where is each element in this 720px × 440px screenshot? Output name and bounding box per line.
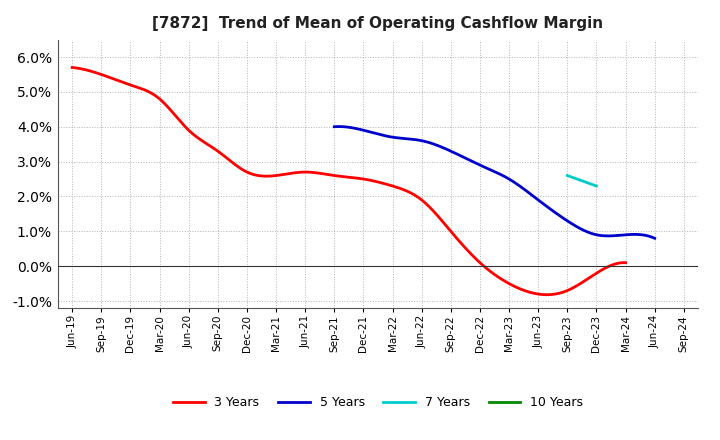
Legend: 3 Years, 5 Years, 7 Years, 10 Years: 3 Years, 5 Years, 7 Years, 10 Years bbox=[168, 392, 588, 414]
Title: [7872]  Trend of Mean of Operating Cashflow Margin: [7872] Trend of Mean of Operating Cashfl… bbox=[153, 16, 603, 32]
